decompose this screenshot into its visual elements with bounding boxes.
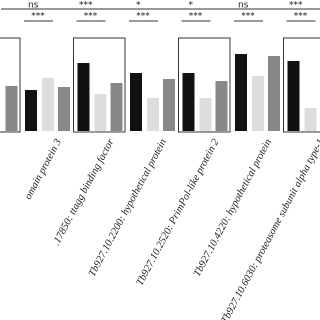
significance: ***	[189, 12, 203, 22]
bar	[252, 76, 264, 131]
bar	[130, 73, 142, 131]
bar	[25, 90, 37, 131]
bar	[182, 73, 195, 131]
significance: ns	[28, 1, 39, 11]
bar	[94, 94, 107, 131]
panel-frame	[0, 37, 21, 133]
x-tick-label: Tb927.10.6030: proteasome subunit alpha …	[220, 137, 320, 320]
significance: ***	[79, 1, 93, 11]
x-tick-label: omain protein 3	[23, 137, 64, 201]
bar	[215, 81, 228, 131]
panel-frame	[73, 37, 126, 133]
bar	[235, 54, 247, 131]
panel-frame	[178, 37, 231, 133]
significance: ***	[84, 12, 98, 22]
bar	[199, 98, 212, 131]
significance: ***	[289, 1, 303, 11]
panel-frame	[283, 37, 320, 133]
significance: ***	[31, 12, 45, 22]
significance: ***	[294, 12, 308, 22]
significance: ***	[241, 12, 255, 22]
bar	[77, 63, 90, 131]
bar	[58, 87, 70, 131]
bar	[163, 79, 175, 131]
significance: *	[189, 1, 194, 11]
significance: ns	[238, 1, 249, 11]
bar	[268, 56, 280, 131]
significance: *	[136, 1, 141, 11]
bar	[5, 86, 18, 131]
bar	[42, 78, 54, 131]
significance: ***	[136, 12, 150, 22]
bar	[147, 98, 159, 131]
x-tick-label: .17850: ttagg binding factor	[51, 137, 117, 248]
bar	[110, 83, 123, 131]
bar	[287, 61, 300, 131]
bar	[304, 108, 317, 131]
